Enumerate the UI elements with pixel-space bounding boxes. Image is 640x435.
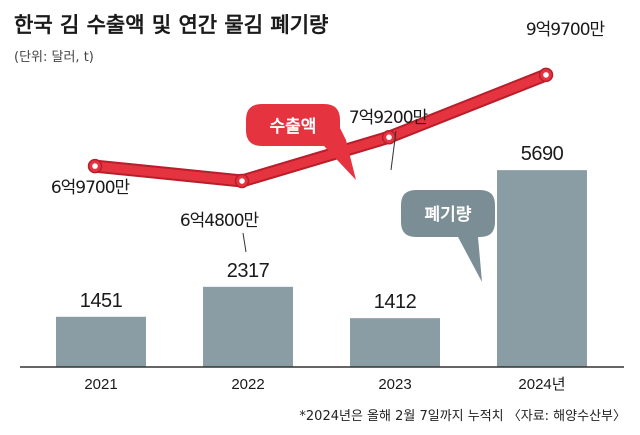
bars-layer xyxy=(56,170,587,367)
chart-title: 한국 김 수출액 및 연간 물김 폐기량 xyxy=(14,13,328,37)
bar-value-label: 2317 xyxy=(227,260,270,282)
export-callout: 수출액 xyxy=(246,104,356,180)
x-axis-ticks: 2021 2022 2023 2024년 xyxy=(84,376,565,393)
export-point-center xyxy=(239,178,245,184)
export-label-leader xyxy=(242,232,247,253)
export-value-label: 6억9700만 xyxy=(51,178,131,198)
x-tick-label: 2022 xyxy=(231,376,264,393)
bar-value-label: 1451 xyxy=(80,290,123,312)
export-label-leader xyxy=(390,130,397,171)
export-point-center xyxy=(543,72,549,78)
export-callout-bubble xyxy=(246,104,356,180)
export-point-center xyxy=(92,163,98,169)
source-note: *2024년은 올해 2월 7일까지 누적치 〈자료: 해양수산부〉 xyxy=(299,409,626,424)
bar-2023 xyxy=(350,318,440,367)
export-value-label: 7억9200만 xyxy=(349,108,429,128)
bar-2022 xyxy=(203,286,293,367)
line-layer xyxy=(87,67,554,189)
bar-value-labels: 1451 2317 1412 5690 xyxy=(80,143,564,313)
bar-2021 xyxy=(56,316,146,367)
export-callout-label: 수출액 xyxy=(270,117,317,137)
waste-callout: 폐기량 xyxy=(401,190,495,282)
line-value-labels: 6억9700만 6억4800만 7억9200만 9억9700만 xyxy=(51,20,607,253)
waste-callout-bubble xyxy=(401,190,495,282)
bar-2024 xyxy=(497,170,587,367)
export-line xyxy=(90,70,551,186)
waste-callout-label: 폐기량 xyxy=(425,205,472,225)
export-value-label: 9억9700만 xyxy=(526,20,606,40)
x-tick-label: 2024년 xyxy=(518,376,565,393)
unit-label: (단위: 달러, t) xyxy=(14,50,94,65)
bar-value-label: 5690 xyxy=(521,143,564,165)
x-tick-label: 2023 xyxy=(378,376,411,393)
bar-value-label: 1412 xyxy=(374,291,417,313)
export-value-label: 6억4800만 xyxy=(180,211,260,231)
x-tick-label: 2021 xyxy=(84,376,117,393)
export-point-center xyxy=(386,134,392,141)
